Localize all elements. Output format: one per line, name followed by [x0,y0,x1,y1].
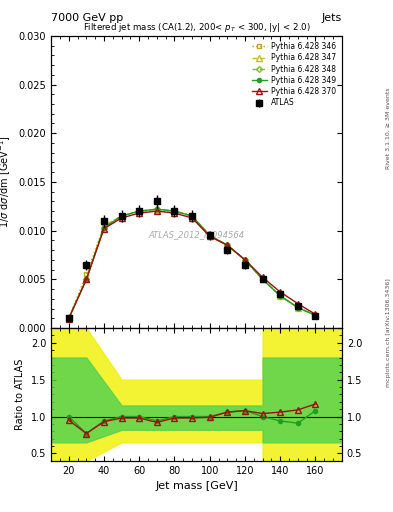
Pythia 6.428 370 [66,316,71,322]
Pythia 6.428 346 [242,257,247,263]
Pythia 6.428 349 [172,208,177,214]
Pythia 6.428 347 [172,208,177,214]
Pythia 6.428 370 [225,242,230,248]
Text: Rivet 3.1.10, ≥ 3M events: Rivet 3.1.10, ≥ 3M events [386,87,391,169]
Pythia 6.428 346 [278,293,283,299]
Legend: Pythia 6.428 346, Pythia 6.428 347, Pythia 6.428 348, Pythia 6.428 349, Pythia 6: Pythia 6.428 346, Pythia 6.428 347, Pyth… [249,39,338,110]
Pythia 6.428 347 [208,232,212,239]
Pythia 6.428 346 [190,213,195,219]
Pythia 6.428 346 [102,223,107,229]
Pythia 6.428 347 [278,293,283,299]
Pythia 6.428 347 [313,312,318,318]
Pythia 6.428 370 [260,274,265,281]
Pythia 6.428 349 [225,242,230,248]
Pythia 6.428 349 [154,206,159,212]
Pythia 6.428 347 [296,305,300,311]
Pythia 6.428 348 [313,312,318,318]
Pythia 6.428 370 [154,208,159,214]
Pythia 6.428 370 [137,210,141,216]
Pythia 6.428 349 [102,225,107,231]
Pythia 6.428 348 [190,213,195,219]
Pythia 6.428 349 [137,208,141,214]
Y-axis label: Ratio to ATLAS: Ratio to ATLAS [15,359,25,430]
Pythia 6.428 346 [66,315,71,322]
Pythia 6.428 348 [172,208,177,214]
Pythia 6.428 370 [278,289,283,295]
Pythia 6.428 349 [190,213,195,219]
Pythia 6.428 346 [313,312,318,318]
Pythia 6.428 348 [84,276,89,283]
Pythia 6.428 347 [242,257,247,263]
Pythia 6.428 347 [260,276,265,283]
Pythia 6.428 349 [313,312,318,318]
Pythia 6.428 346 [84,271,89,278]
Pythia 6.428 349 [296,305,300,311]
Pythia 6.428 370 [172,210,177,216]
Pythia 6.428 346 [172,208,177,214]
Pythia 6.428 347 [84,276,89,283]
Pythia 6.428 349 [278,293,283,299]
Pythia 6.428 346 [154,208,159,214]
Pythia 6.428 348 [208,232,212,239]
Pythia 6.428 347 [190,213,195,219]
Pythia 6.428 349 [119,213,124,219]
Pythia 6.428 348 [278,293,283,299]
Line: Pythia 6.428 348: Pythia 6.428 348 [67,207,318,321]
Pythia 6.428 346 [260,276,265,283]
Pythia 6.428 370 [242,257,247,263]
Pythia 6.428 347 [102,223,107,229]
Pythia 6.428 346 [119,213,124,219]
Pythia 6.428 347 [137,208,141,214]
Pythia 6.428 346 [225,242,230,248]
Line: Pythia 6.428 347: Pythia 6.428 347 [66,206,318,321]
Pythia 6.428 370 [313,311,318,317]
Text: 7000 GeV pp: 7000 GeV pp [51,13,123,23]
Pythia 6.428 370 [102,226,107,232]
Pythia 6.428 370 [84,276,89,283]
Text: ATLAS_2012_I1094564: ATLAS_2012_I1094564 [149,230,244,239]
Line: Pythia 6.428 346: Pythia 6.428 346 [67,209,318,321]
Pythia 6.428 346 [137,208,141,214]
Pythia 6.428 349 [208,232,212,239]
Pythia 6.428 347 [225,242,230,248]
Pythia 6.428 348 [260,276,265,283]
Pythia 6.428 349 [84,276,89,283]
Pythia 6.428 349 [260,276,265,283]
Pythia 6.428 347 [154,206,159,212]
Pythia 6.428 370 [190,215,195,221]
Pythia 6.428 370 [296,301,300,307]
Y-axis label: 1/$\sigma$ d$\sigma$/dm [GeV$^{-1}$]: 1/$\sigma$ d$\sigma$/dm [GeV$^{-1}$] [0,136,13,228]
X-axis label: Jet mass [GeV]: Jet mass [GeV] [155,481,238,491]
Pythia 6.428 348 [225,242,230,248]
Pythia 6.428 348 [296,305,300,311]
Pythia 6.428 348 [137,208,141,214]
Pythia 6.428 348 [242,257,247,263]
Pythia 6.428 347 [119,213,124,219]
Text: Jets: Jets [321,13,342,23]
Pythia 6.428 370 [119,215,124,221]
Pythia 6.428 346 [208,232,212,239]
Pythia 6.428 348 [119,213,124,219]
Title: Filtered jet mass (CA(1.2), 200< $p_T$ < 300, |y| < 2.0): Filtered jet mass (CA(1.2), 200< $p_T$ <… [83,22,310,34]
Pythia 6.428 348 [102,225,107,231]
Line: Pythia 6.428 349: Pythia 6.428 349 [67,207,318,321]
Pythia 6.428 349 [66,315,71,322]
Line: Pythia 6.428 370: Pythia 6.428 370 [66,208,318,322]
Pythia 6.428 347 [66,315,71,322]
Text: mcplots.cern.ch [arXiv:1306.3436]: mcplots.cern.ch [arXiv:1306.3436] [386,279,391,387]
Pythia 6.428 370 [208,233,212,240]
Pythia 6.428 348 [66,315,71,322]
Pythia 6.428 349 [242,257,247,263]
Pythia 6.428 346 [296,305,300,311]
Pythia 6.428 348 [154,206,159,212]
